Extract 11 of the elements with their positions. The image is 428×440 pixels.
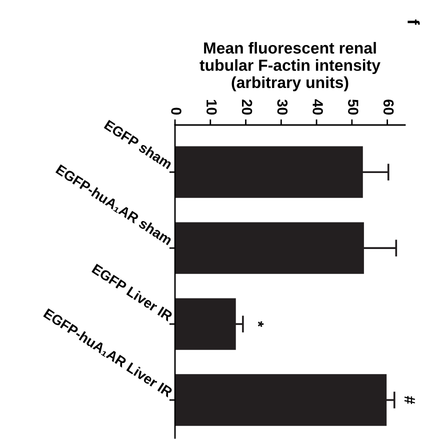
x-tick-label: 10 [206,100,217,115]
annotation: * [258,321,264,327]
x-tick-label: 30 [277,99,288,115]
x-tick-label: 40 [312,99,323,115]
x-tick-label: 60 [383,100,394,115]
x-tick-label: 20 [242,100,252,115]
x-tick-label: 0 [171,108,182,115]
text: f [408,20,420,25]
x-axis-title: Mean fluorescent renal tubular F-actin intensity (arbitrary units) [200,42,380,92]
x-tick-label: 50 [348,100,358,115]
annotation: # [404,396,415,404]
